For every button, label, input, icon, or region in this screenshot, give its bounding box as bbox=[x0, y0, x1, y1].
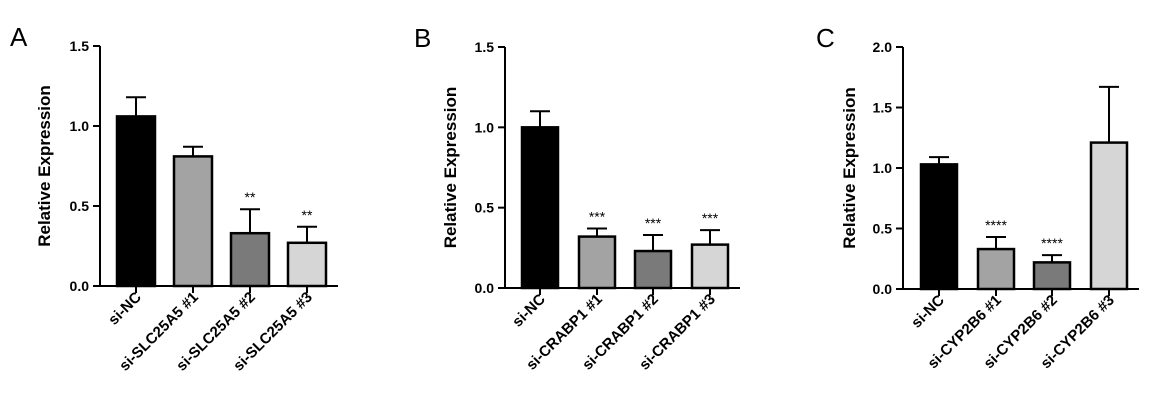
y-tick-label: 0.5 bbox=[475, 200, 495, 216]
y-tick-label: 1.5 bbox=[70, 38, 90, 54]
y-axis-title: Relative Expression bbox=[441, 87, 460, 249]
y-axis-title: Relative Expression bbox=[840, 87, 859, 249]
bar bbox=[1032, 261, 1072, 291]
bar bbox=[520, 126, 560, 290]
bar bbox=[286, 241, 328, 288]
bar bbox=[919, 163, 959, 291]
y-tick-label: 0.5 bbox=[70, 198, 90, 214]
bar bbox=[976, 247, 1016, 291]
panel-letter: B bbox=[414, 23, 431, 53]
significance-label: **** bbox=[985, 217, 1007, 233]
bar bbox=[1089, 141, 1129, 291]
bar bbox=[633, 249, 673, 290]
panel-letter: A bbox=[10, 22, 28, 52]
y-tick-label: 0.0 bbox=[475, 280, 495, 296]
y-tick-label: 1.0 bbox=[475, 119, 495, 135]
significance-label: ** bbox=[302, 207, 313, 223]
y-tick-label: 1.0 bbox=[873, 160, 893, 176]
category-label: si-NC bbox=[908, 292, 948, 332]
bar bbox=[115, 115, 157, 288]
y-tick-label: 2.0 bbox=[873, 39, 893, 55]
significance-label: **** bbox=[1041, 235, 1063, 251]
significance-label: *** bbox=[702, 210, 719, 226]
bar bbox=[577, 235, 617, 290]
significance-label: ** bbox=[245, 189, 256, 205]
panel-letter: C bbox=[816, 23, 835, 53]
y-tick-label: 1.0 bbox=[70, 118, 90, 134]
panel-b: B 0.0 0.5 1.0 1.5 Relative Expression si-NC ***… bbox=[414, 23, 740, 374]
category-label: si-NC bbox=[509, 291, 549, 331]
bar bbox=[229, 231, 271, 288]
significance-label: *** bbox=[589, 209, 606, 225]
y-tick-label: 0.0 bbox=[873, 281, 893, 297]
y-tick-label: 0.5 bbox=[873, 221, 893, 237]
y-axis-title: Relative Expression bbox=[35, 85, 54, 247]
bar bbox=[690, 243, 730, 290]
y-tick-label: 0.0 bbox=[70, 278, 90, 294]
y-tick-label: 1.5 bbox=[475, 39, 495, 55]
y-tick-label: 1.5 bbox=[873, 100, 893, 116]
panel-c: C 0.0 0.5 1.0 1.5 2.0 Relative Expression si-NC… bbox=[816, 23, 1139, 372]
category-label: si-NC bbox=[105, 289, 145, 329]
bar bbox=[172, 155, 214, 288]
significance-label: *** bbox=[645, 215, 662, 231]
